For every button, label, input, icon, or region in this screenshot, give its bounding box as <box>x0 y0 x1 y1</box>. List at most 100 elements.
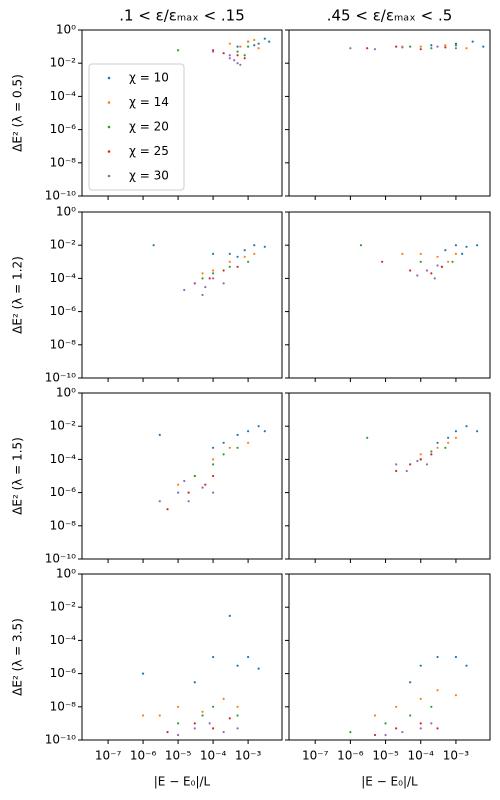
point <box>454 694 458 697</box>
y-tick-label: 10⁻⁶ <box>50 304 77 318</box>
point <box>222 453 225 456</box>
point <box>263 430 266 433</box>
point <box>263 37 266 40</box>
point <box>176 483 180 486</box>
y-tick-label: 10⁰ <box>56 567 76 581</box>
point <box>246 441 250 444</box>
panel-marks <box>359 244 479 280</box>
point <box>176 733 180 737</box>
point <box>222 730 225 734</box>
point <box>243 54 246 57</box>
point <box>176 491 180 494</box>
x-tick-label: 10⁻⁵ <box>372 749 399 763</box>
point <box>201 714 204 717</box>
point <box>193 474 196 478</box>
y-tick-label: 10⁻² <box>50 56 77 70</box>
point <box>253 44 256 47</box>
point <box>409 269 412 272</box>
y-tick-label: 10⁰ <box>56 205 76 219</box>
y-tick-label: 10⁻¹⁰ <box>45 189 76 203</box>
y-tick-label: 10⁻¹⁰ <box>45 733 76 747</box>
point <box>246 655 250 659</box>
point <box>436 441 439 444</box>
point <box>228 57 231 60</box>
y-tick-label: 10⁻⁸ <box>50 155 77 169</box>
point <box>222 441 225 444</box>
point <box>257 667 260 670</box>
point <box>436 727 439 730</box>
point <box>233 59 236 62</box>
point <box>228 717 231 720</box>
point <box>176 705 180 708</box>
point <box>263 245 266 248</box>
point <box>409 714 412 717</box>
point <box>236 433 239 436</box>
x-axis-label: |E − E₀|/L <box>154 775 211 789</box>
point <box>183 479 186 483</box>
point <box>211 277 215 280</box>
x-tick-label: 10⁻⁶ <box>130 749 157 763</box>
point <box>395 727 398 730</box>
point <box>401 730 404 734</box>
point <box>211 458 215 461</box>
point <box>183 288 186 292</box>
y-tick-label: 10⁻⁸ <box>50 337 77 351</box>
point <box>419 727 422 730</box>
point <box>211 705 215 708</box>
row-label: ΔE² (λ = 0.5) <box>11 74 25 152</box>
panel-frame <box>81 392 283 560</box>
point <box>440 265 444 268</box>
point <box>416 274 419 277</box>
point <box>359 244 363 247</box>
y-tick-label: 10⁻² <box>50 600 77 614</box>
y-tick-label: 10⁻⁴ <box>50 89 77 103</box>
point <box>236 50 239 53</box>
point <box>419 722 422 725</box>
point <box>211 655 215 659</box>
panel-frame <box>288 211 491 379</box>
legend-frame <box>88 63 185 191</box>
point <box>381 260 384 263</box>
point <box>436 255 439 258</box>
point <box>465 245 468 248</box>
point <box>349 730 352 734</box>
point <box>211 474 215 478</box>
panel-frame <box>288 573 491 741</box>
point <box>243 249 246 252</box>
point <box>433 277 436 280</box>
point <box>436 655 439 659</box>
point <box>228 252 231 255</box>
point <box>436 45 439 48</box>
point <box>268 40 271 43</box>
point <box>228 54 231 57</box>
x-tick-label: 10⁻⁴ <box>408 749 435 763</box>
point <box>236 54 239 57</box>
point <box>211 252 215 255</box>
point <box>454 47 458 50</box>
point <box>416 459 419 463</box>
panel-marks <box>141 614 260 737</box>
point <box>447 436 450 439</box>
point <box>201 293 204 297</box>
point <box>208 277 211 280</box>
y-tick-label: 10⁻⁶ <box>50 485 77 499</box>
panel-marks <box>349 40 485 51</box>
point <box>166 730 169 734</box>
point <box>436 446 439 449</box>
legend-marker <box>107 76 111 80</box>
panel-marks <box>158 425 266 511</box>
legend-marker <box>107 174 111 178</box>
legend-marker <box>107 125 111 129</box>
legend-label: χ = 10 <box>129 71 169 85</box>
y-tick-label: 10⁻⁶ <box>50 666 77 680</box>
point <box>454 252 458 255</box>
panel-marks <box>366 425 479 473</box>
point <box>444 446 447 449</box>
point <box>228 614 231 617</box>
point <box>419 252 422 255</box>
point <box>476 244 479 247</box>
point <box>236 62 239 65</box>
point <box>373 733 377 737</box>
point <box>246 45 250 48</box>
